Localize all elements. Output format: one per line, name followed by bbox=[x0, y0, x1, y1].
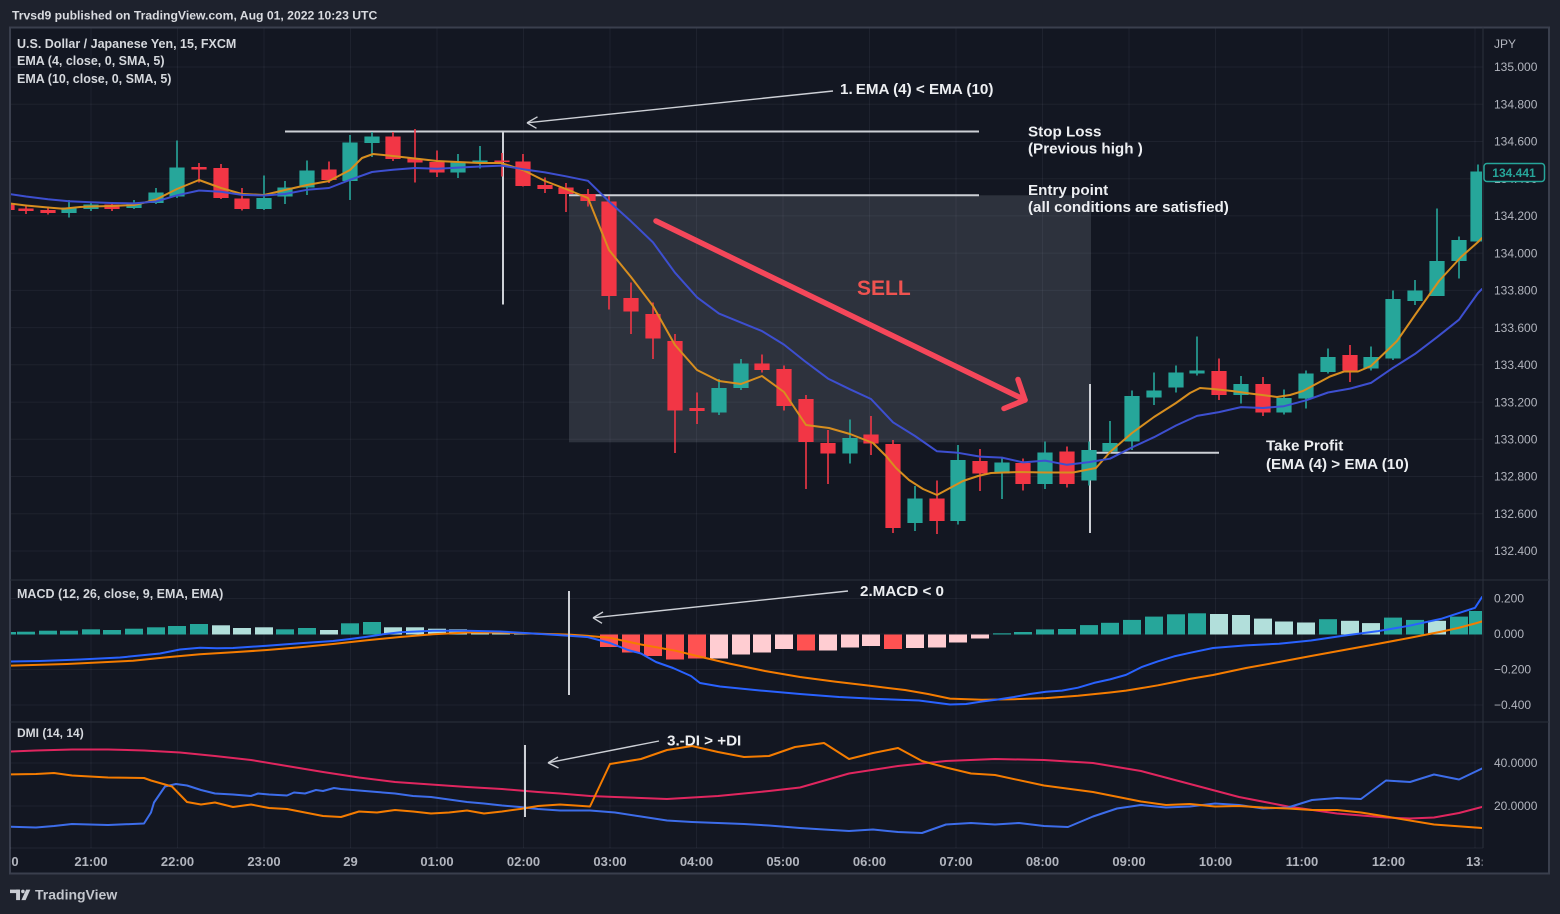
svg-text:01:00: 01:00 bbox=[420, 854, 453, 869]
svg-text:132.400: 132.400 bbox=[1494, 544, 1538, 558]
svg-text:DMI (14, 14): DMI (14, 14) bbox=[17, 726, 84, 740]
svg-text:10:00: 10:00 bbox=[1199, 854, 1232, 869]
svg-text:(Previous high ): (Previous high ) bbox=[1028, 141, 1143, 158]
svg-text:134.800: 134.800 bbox=[1494, 97, 1538, 111]
svg-text:06:00: 06:00 bbox=[853, 854, 886, 869]
svg-text:(EMA (4) > EMA (10): (EMA (4) > EMA (10) bbox=[1266, 456, 1409, 473]
svg-text:0.000: 0.000 bbox=[1494, 627, 1524, 641]
svg-text:21:00: 21:00 bbox=[74, 854, 107, 869]
svg-text:04:00: 04:00 bbox=[680, 854, 713, 869]
svg-text:08:00: 08:00 bbox=[1026, 854, 1059, 869]
svg-text:−0.200: −0.200 bbox=[1494, 663, 1531, 677]
svg-text:40.0000: 40.0000 bbox=[1494, 756, 1538, 770]
svg-text:Stop Loss: Stop Loss bbox=[1028, 124, 1101, 141]
svg-text:134.600: 134.600 bbox=[1494, 135, 1538, 149]
svg-text:03:00: 03:00 bbox=[593, 854, 626, 869]
svg-text:09:00: 09:00 bbox=[1112, 854, 1145, 869]
svg-text:Trvsd9 published on TradingVie: Trvsd9 published on TradingView.com, Aug… bbox=[12, 9, 377, 23]
svg-text:12:00: 12:00 bbox=[1372, 854, 1405, 869]
svg-text:13:0: 13:0 bbox=[1466, 854, 1492, 869]
svg-text:20.0000: 20.0000 bbox=[1494, 799, 1538, 813]
svg-text:134.441: 134.441 bbox=[1492, 166, 1536, 180]
svg-text:07:00: 07:00 bbox=[939, 854, 972, 869]
svg-text:11:00: 11:00 bbox=[1286, 854, 1319, 869]
svg-text:132.600: 132.600 bbox=[1494, 507, 1538, 521]
svg-text:23:00: 23:00 bbox=[247, 854, 280, 869]
svg-text:22:00: 22:00 bbox=[161, 854, 194, 869]
svg-text:29: 29 bbox=[343, 854, 357, 869]
svg-text:133.800: 133.800 bbox=[1494, 284, 1538, 298]
svg-text:SELL: SELL bbox=[857, 277, 911, 300]
svg-text:134.000: 134.000 bbox=[1494, 246, 1538, 260]
svg-text:133.600: 133.600 bbox=[1494, 321, 1538, 335]
svg-text:1. EMA (4) < EMA (10): 1. EMA (4) < EMA (10) bbox=[840, 81, 993, 98]
svg-text:135.000: 135.000 bbox=[1494, 60, 1538, 74]
svg-text:133.400: 133.400 bbox=[1494, 358, 1538, 372]
svg-text:132.800: 132.800 bbox=[1494, 470, 1538, 484]
svg-text:Take Profit: Take Profit bbox=[1266, 438, 1343, 455]
svg-text:3.-DI > +DI: 3.-DI > +DI bbox=[667, 733, 741, 750]
svg-text:EMA (4, close, 0, SMA, 5): EMA (4, close, 0, SMA, 5) bbox=[17, 54, 165, 68]
svg-text:JPY: JPY bbox=[1494, 37, 1516, 51]
svg-text:U.S. Dollar / Japanese Yen, 15: U.S. Dollar / Japanese Yen, 15, FXCM bbox=[17, 37, 236, 51]
svg-text:0: 0 bbox=[11, 854, 18, 869]
svg-text:133.000: 133.000 bbox=[1494, 433, 1538, 447]
svg-text:134.200: 134.200 bbox=[1494, 209, 1538, 223]
svg-text:EMA (10, close, 0, SMA, 5): EMA (10, close, 0, SMA, 5) bbox=[17, 72, 171, 86]
svg-text:0.200: 0.200 bbox=[1494, 592, 1524, 606]
svg-text:133.200: 133.200 bbox=[1494, 395, 1538, 409]
svg-text:05:00: 05:00 bbox=[766, 854, 799, 869]
svg-text:−0.400: −0.400 bbox=[1494, 698, 1531, 712]
svg-text:2.MACD < 0: 2.MACD < 0 bbox=[860, 583, 944, 600]
svg-text:02:00: 02:00 bbox=[507, 854, 540, 869]
svg-text:TradingView: TradingView bbox=[35, 887, 117, 903]
svg-text:Entry point: Entry point bbox=[1028, 182, 1108, 199]
svg-text:(all conditions are satisfied): (all conditions are satisfied) bbox=[1028, 199, 1229, 216]
svg-text:MACD (12, 26, close, 9, EMA, E: MACD (12, 26, close, 9, EMA, EMA) bbox=[17, 587, 223, 601]
